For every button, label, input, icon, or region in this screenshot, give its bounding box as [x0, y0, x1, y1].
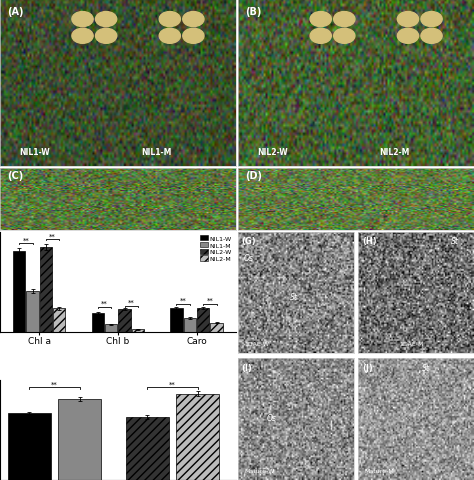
Circle shape	[397, 12, 419, 27]
Circle shape	[95, 29, 117, 44]
Text: Os: Os	[267, 413, 277, 422]
Bar	[53, 309, 65, 332]
Text: **: **	[49, 233, 56, 239]
Text: Os: Os	[244, 254, 254, 263]
Circle shape	[334, 12, 355, 27]
Text: **: **	[101, 300, 108, 307]
Bar	[13, 251, 26, 332]
Text: (J): (J)	[362, 363, 373, 372]
Circle shape	[421, 12, 442, 27]
Bar	[210, 323, 223, 332]
Circle shape	[159, 29, 181, 44]
Text: St: St	[422, 363, 430, 372]
Bar	[176, 394, 219, 480]
Circle shape	[72, 12, 93, 27]
Text: (G): (G)	[242, 237, 256, 246]
Text: (A): (A)	[7, 7, 24, 17]
Bar	[118, 310, 131, 332]
Text: NIL2-W: NIL2-W	[257, 148, 288, 157]
Legend: NIL1-W, NIL1-M, NIL2-W, NIL2-M: NIL1-W, NIL1-M, NIL2-W, NIL2-M	[200, 235, 233, 262]
Text: **: **	[128, 300, 135, 306]
Text: (C): (C)	[7, 171, 23, 181]
Text: (H): (H)	[362, 237, 376, 246]
Bar	[105, 324, 118, 332]
Bar	[170, 309, 182, 332]
Text: NIL2-M: NIL2-M	[380, 148, 410, 157]
Text: St: St	[451, 237, 459, 246]
Text: **: **	[169, 381, 176, 387]
Text: (B): (B)	[245, 7, 262, 17]
Circle shape	[397, 29, 419, 44]
Circle shape	[310, 12, 331, 27]
Text: **: **	[51, 381, 58, 387]
Circle shape	[72, 29, 93, 44]
Circle shape	[310, 29, 331, 44]
Bar	[126, 417, 169, 480]
Bar	[132, 330, 144, 332]
Text: Mature-M: Mature-M	[364, 468, 394, 473]
Circle shape	[95, 12, 117, 27]
Bar	[8, 413, 51, 480]
Bar	[197, 308, 210, 332]
Bar	[91, 313, 104, 332]
Text: **: **	[180, 298, 187, 303]
Text: Mature-W: Mature-W	[244, 468, 274, 473]
Circle shape	[159, 12, 181, 27]
Bar	[184, 318, 196, 332]
Bar	[40, 247, 52, 332]
Bar	[58, 399, 101, 480]
Text: St: St	[290, 293, 298, 302]
Circle shape	[334, 29, 355, 44]
Text: (D): (D)	[245, 171, 262, 181]
Text: **: **	[23, 237, 29, 243]
Text: **: **	[207, 298, 213, 303]
Text: 1DAE-M: 1DAE-M	[399, 341, 423, 346]
Bar	[27, 291, 39, 332]
Text: (I): (I)	[242, 363, 252, 372]
Circle shape	[183, 12, 204, 27]
Text: NIL1-W: NIL1-W	[19, 148, 49, 157]
Circle shape	[421, 29, 442, 44]
Circle shape	[183, 29, 204, 44]
Text: 1DAE-W: 1DAE-W	[244, 341, 269, 346]
Text: NIL1-M: NIL1-M	[142, 148, 172, 157]
